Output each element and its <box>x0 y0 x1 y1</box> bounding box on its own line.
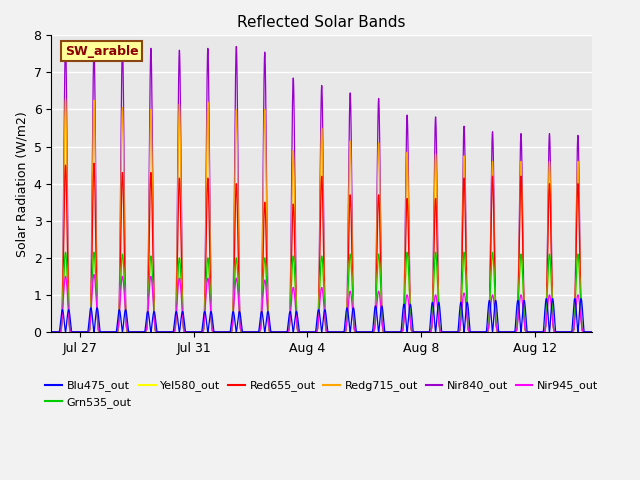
Y-axis label: Solar Radiation (W/m2): Solar Radiation (W/m2) <box>15 111 28 256</box>
Legend: Blu475_out, Grn535_out, Yel580_out, Red655_out, Redg715_out, Nir840_out, Nir945_: Blu475_out, Grn535_out, Yel580_out, Red6… <box>41 376 603 412</box>
Title: Reflected Solar Bands: Reflected Solar Bands <box>237 15 406 30</box>
Text: SW_arable: SW_arable <box>65 45 138 58</box>
